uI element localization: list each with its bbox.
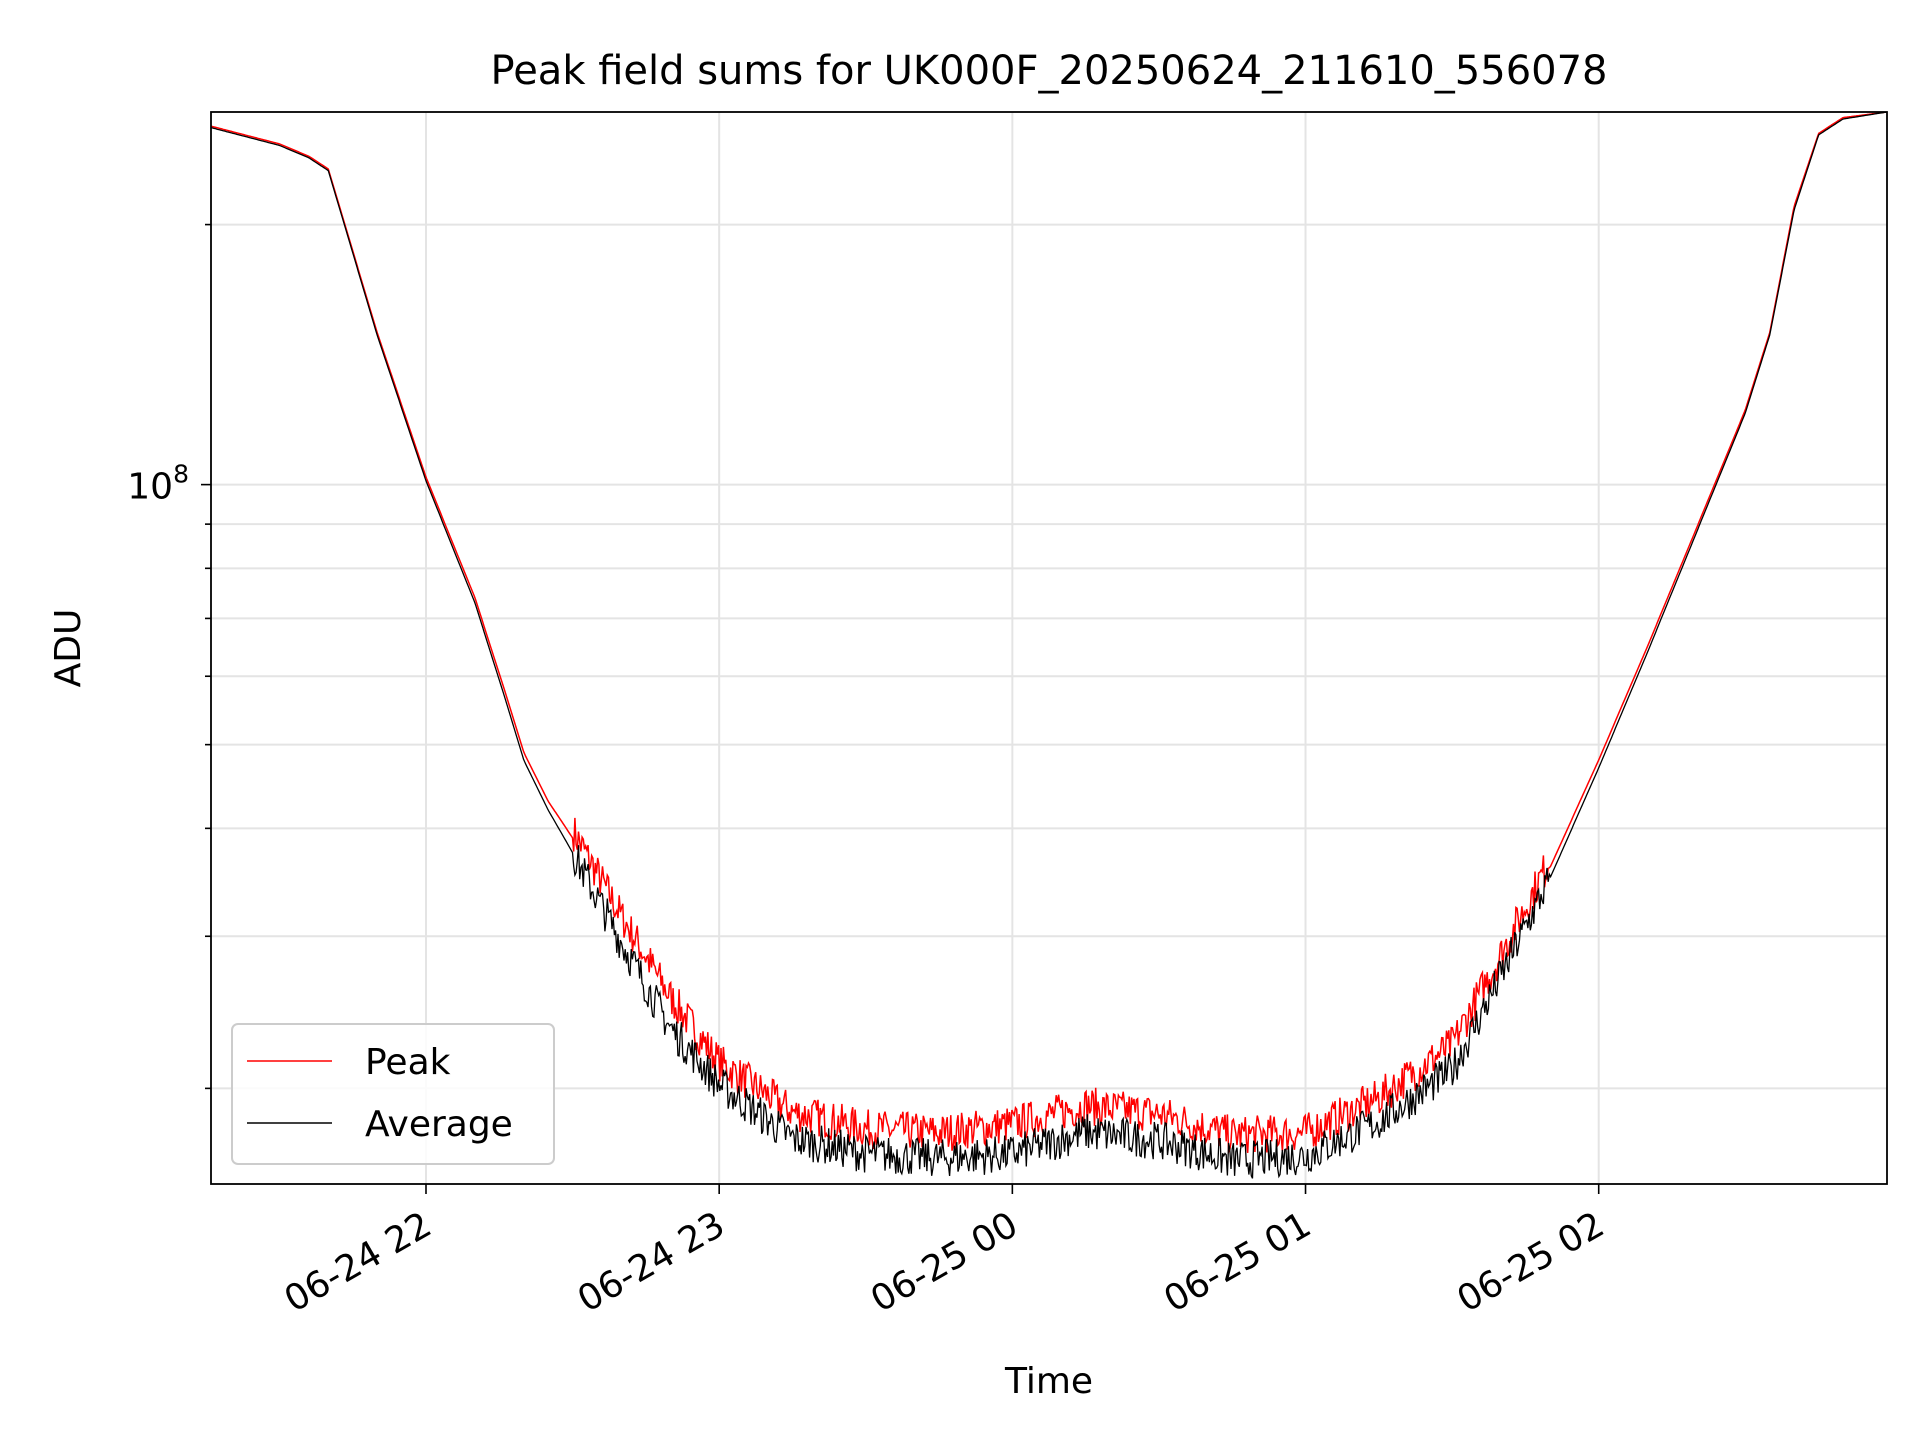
legend-box [231,1023,555,1165]
series-line-peak [211,112,1887,1155]
series-line-average [211,112,1887,1179]
chart-title: Peak field sums for UK000F_20250624_2116… [491,48,1608,94]
plot-frame [210,111,1888,1185]
legend-label-average: Average [365,1104,513,1145]
y-axis-label: ADU [48,609,89,688]
x-axis-label: Time [1004,1361,1093,1402]
y-axis-ticks: 108 [127,223,211,1090]
grid [211,112,1887,1184]
legend-label-peak: Peak [365,1042,451,1083]
y-tick-label: 108 [127,460,189,508]
legend: Peak Average [231,1023,555,1165]
series-layer [211,112,1887,1179]
